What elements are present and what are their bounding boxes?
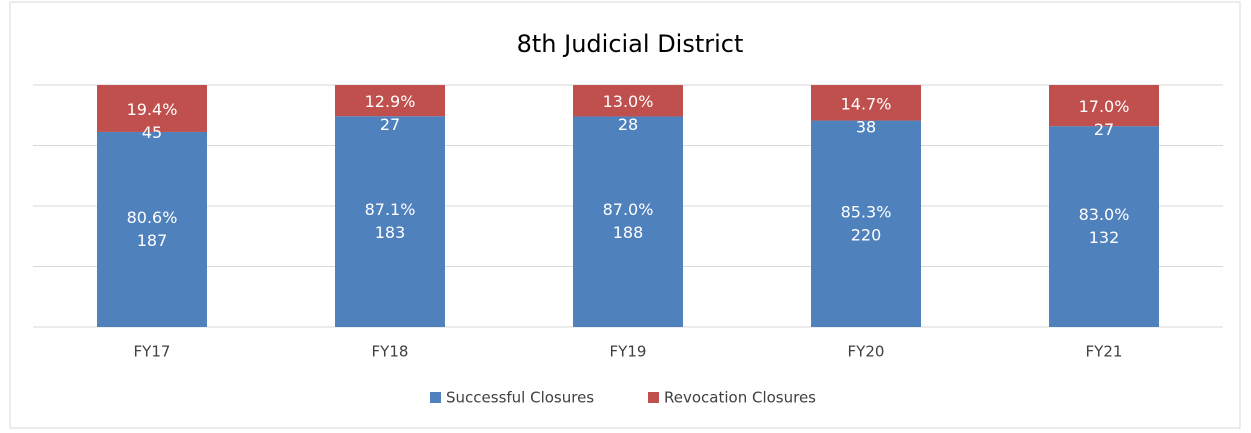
x-tick-label: FY20 bbox=[848, 343, 885, 361]
count-label: 27 bbox=[380, 115, 400, 134]
legend-swatch bbox=[430, 392, 441, 403]
data-label: 87.0% bbox=[603, 200, 654, 219]
count-label: 28 bbox=[618, 115, 638, 134]
bar-segment bbox=[573, 116, 683, 328]
bar-segment bbox=[335, 85, 445, 117]
count-label: 27 bbox=[1094, 120, 1114, 139]
data-label: 14.7% bbox=[841, 94, 892, 113]
x-tick-label: FY21 bbox=[1086, 343, 1123, 361]
count-label: 45 bbox=[142, 123, 162, 142]
bar-segment bbox=[1049, 126, 1159, 327]
bar-segment bbox=[573, 85, 683, 117]
x-tick-label: FY17 bbox=[134, 343, 171, 361]
data-label: 19.4% bbox=[127, 100, 178, 119]
chart-title: 8th Judicial District bbox=[517, 30, 744, 58]
bar-segment bbox=[335, 116, 445, 327]
bar-segment bbox=[1049, 85, 1159, 127]
data-label: 12.9% bbox=[365, 92, 416, 111]
data-label: 13.0% bbox=[603, 92, 654, 111]
bar-segment bbox=[811, 120, 921, 327]
data-label: 80.6% bbox=[127, 208, 178, 227]
data-label: 17.0% bbox=[1079, 97, 1130, 116]
legend-swatch bbox=[648, 392, 659, 403]
count-label: 188 bbox=[613, 223, 644, 242]
x-tick-label: FY18 bbox=[372, 343, 409, 361]
x-tick-label: FY19 bbox=[610, 343, 647, 361]
data-label: 87.1% bbox=[365, 200, 416, 219]
bar-segment bbox=[97, 131, 207, 327]
count-label: 220 bbox=[851, 225, 882, 244]
bar-segment bbox=[97, 85, 207, 132]
count-label: 132 bbox=[1089, 228, 1120, 247]
legend-label: Revocation Closures bbox=[664, 389, 816, 407]
count-label: 38 bbox=[856, 117, 876, 136]
count-label: 183 bbox=[375, 223, 406, 242]
legend-label: Successful Closures bbox=[446, 389, 594, 407]
count-label: 187 bbox=[137, 231, 168, 250]
data-label: 85.3% bbox=[841, 202, 892, 221]
bar-segment bbox=[811, 85, 921, 121]
data-label: 83.0% bbox=[1079, 205, 1130, 224]
